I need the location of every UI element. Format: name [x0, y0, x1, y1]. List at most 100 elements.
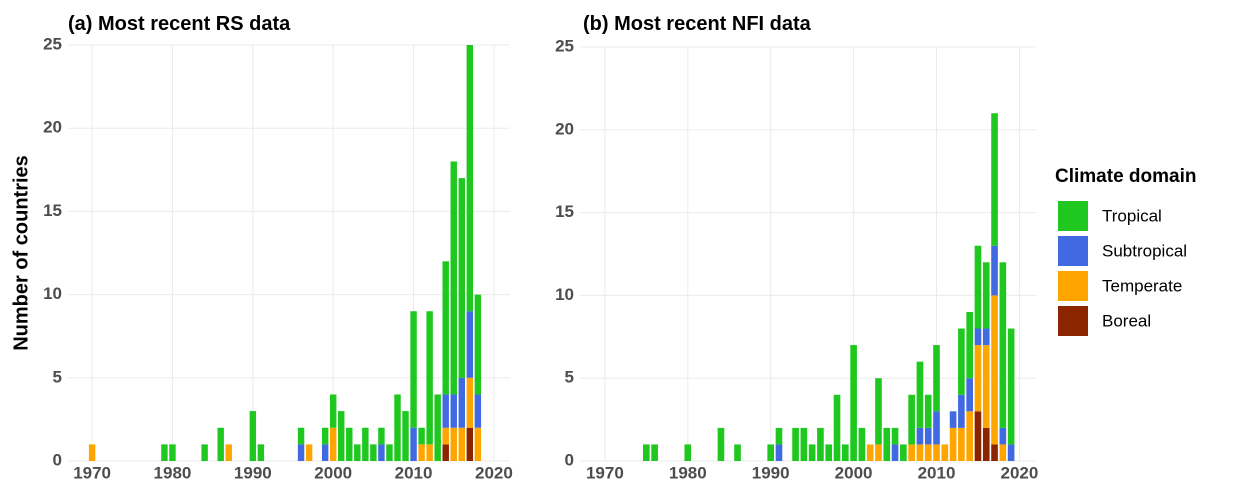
x-tick-label: 2020 [475, 463, 513, 482]
bar-segment [466, 311, 474, 378]
x-tick-label: 1980 [154, 463, 192, 482]
x-tick-label: 2000 [835, 463, 873, 482]
bar-segment [808, 444, 816, 461]
bar-segment [974, 345, 982, 412]
x-tick-label: 1990 [234, 463, 272, 482]
y-tick-label: 0 [53, 450, 62, 469]
bar-segment [949, 411, 957, 428]
legend-key [1058, 236, 1088, 266]
bar-segment [450, 161, 457, 395]
x-tick-label: 2010 [918, 463, 956, 482]
bar-segment [999, 262, 1007, 428]
bar-segment [257, 444, 265, 461]
bar-segment [916, 361, 924, 428]
x-tick-label: 1970 [586, 463, 624, 482]
bar-segment [354, 444, 361, 461]
bar-segment [982, 345, 990, 428]
y-tick-label: 5 [565, 368, 574, 387]
bar-segment [982, 262, 990, 329]
bar-segment [442, 261, 449, 395]
bar-segment [1007, 328, 1015, 445]
bar-segment [966, 411, 973, 461]
y-tick-label: 10 [43, 284, 62, 303]
bar-segment [442, 394, 449, 428]
bar-segment [908, 444, 915, 461]
bar-segment [410, 427, 417, 461]
y-tick-label: 10 [555, 285, 574, 304]
bar-segment [991, 295, 998, 445]
bar-segment [858, 427, 866, 461]
y-tick-label: 15 [555, 202, 574, 221]
bar-segment [875, 378, 882, 445]
bar-segment [817, 427, 824, 461]
bar-segment [734, 444, 741, 461]
legend-label: Temperate [1102, 276, 1182, 295]
bar-segment [1007, 444, 1015, 461]
bar-segment [378, 427, 385, 445]
chart-title: (a) Most recent RS data [68, 13, 291, 35]
legend-label: Tropical [1102, 206, 1162, 225]
bar-segment [458, 427, 465, 461]
bar-segment [775, 444, 783, 461]
bar-segment [982, 328, 990, 346]
bar-segment [442, 444, 449, 461]
bar-segment [442, 427, 449, 445]
x-tick-label: 2020 [1001, 463, 1039, 482]
y-axis-label: Number of countries [10, 155, 32, 351]
bar-segment [297, 444, 305, 461]
bar-segment [370, 444, 377, 461]
bar-segment [321, 444, 329, 461]
bar-segment [833, 394, 841, 461]
bar-segment [883, 427, 891, 461]
bar-segment [866, 444, 874, 461]
bar-segment [941, 444, 949, 461]
bar-segment [966, 311, 973, 379]
bar-segment [850, 345, 857, 461]
bar-segment [825, 444, 833, 461]
bar-segment [450, 394, 457, 428]
bar-segment [767, 444, 775, 461]
bar-segment [378, 444, 385, 461]
bar-segment [924, 394, 932, 428]
bar-segment [346, 427, 353, 461]
bar-segment [410, 311, 417, 428]
bar-segment [434, 394, 441, 461]
y-tick-label: 20 [43, 118, 62, 137]
bar-segment [249, 411, 257, 461]
bar-segment [999, 427, 1007, 445]
bar-segment [88, 444, 96, 461]
bar-segment [329, 394, 337, 428]
bar-segment [974, 245, 982, 329]
bar-segment [394, 394, 401, 461]
bar-segment [999, 444, 1007, 461]
bar-segment [217, 427, 224, 461]
bar-segment [958, 394, 965, 428]
bar-segment [916, 444, 924, 461]
bar-segment [958, 427, 965, 461]
bar-segment [418, 444, 425, 461]
bar-segment [450, 427, 457, 461]
bar-segment [651, 444, 658, 461]
bar-segment [474, 394, 482, 428]
y-tick-label: 15 [43, 201, 62, 220]
bar-segment [966, 378, 973, 412]
bar-segment [321, 427, 329, 445]
y-tick-label: 20 [555, 119, 574, 138]
bar-segment [643, 444, 650, 461]
x-tick-label: 2000 [314, 463, 352, 482]
bar-segment [982, 427, 990, 461]
bar-segment [991, 245, 998, 296]
bar-segment [329, 427, 337, 461]
bar-segment [474, 427, 482, 461]
bar-segment [991, 113, 998, 246]
bar-segment [900, 444, 907, 461]
bar-segment [402, 411, 409, 461]
bar-segment [426, 444, 433, 461]
bar-segment [891, 427, 899, 445]
bar-segment [933, 444, 940, 461]
bar-segment [717, 427, 725, 461]
bar-segment [225, 444, 232, 461]
bar-segment [933, 411, 940, 445]
x-tick-label: 1990 [752, 463, 790, 482]
